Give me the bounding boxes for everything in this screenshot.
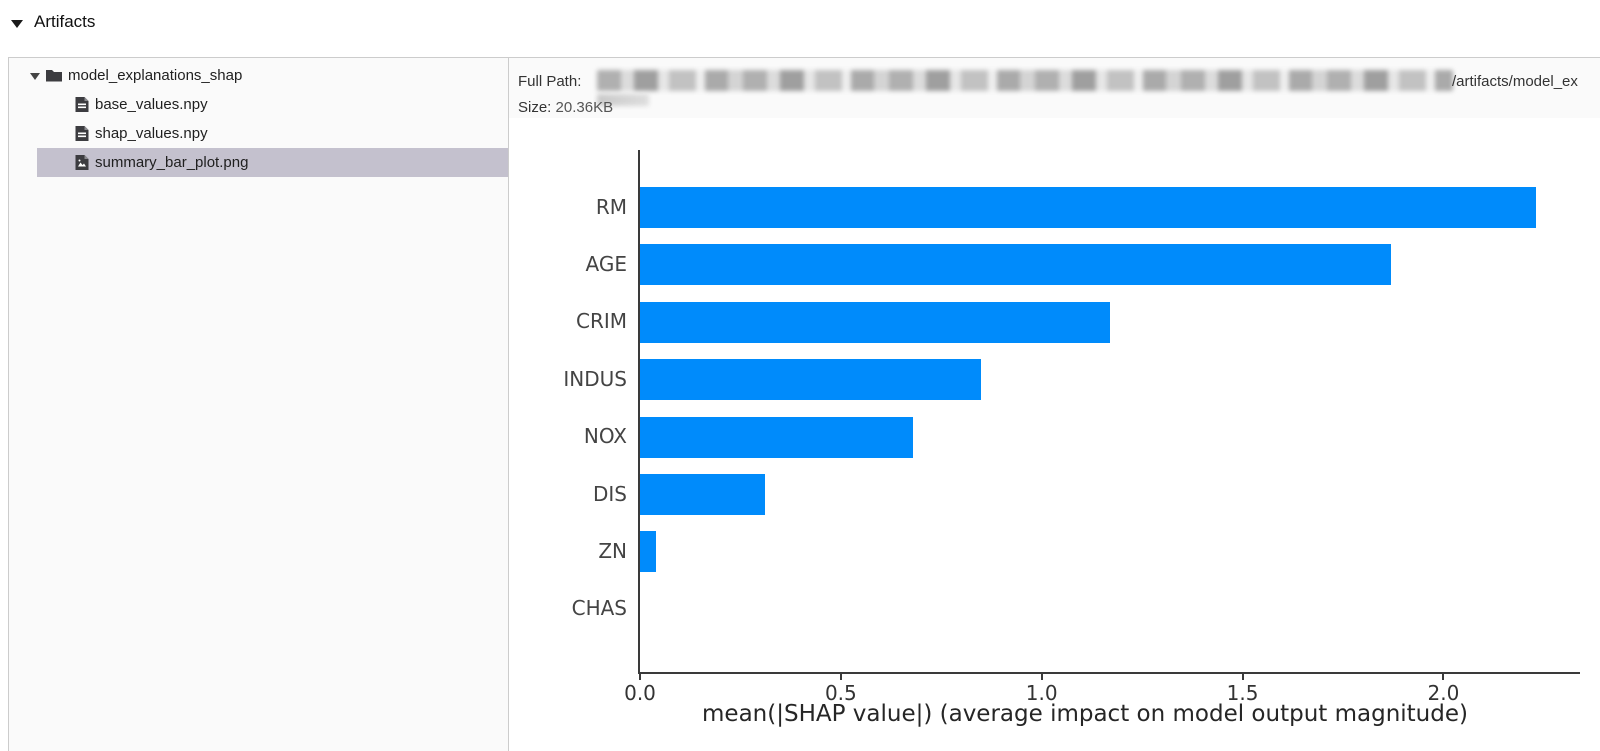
chart-xtick-label: 1.5 [1226,681,1259,705]
chart-ylabel-AGE: AGE [585,251,627,276]
collapse-section-icon[interactable] [11,20,23,28]
tree-folder-label[interactable]: model_explanations_shap [68,67,243,84]
page-title: Artifacts [34,12,96,31]
tree-folder-row[interactable]: model_explanations_shap [9,61,508,90]
chart-xtick-mark [1442,674,1445,680]
chart-xtick-label: 1.0 [1025,681,1058,705]
chart-xtick-mark [639,674,641,680]
chart-ylabel-INDUS: INDUS [563,366,627,391]
folder-icon [46,70,62,82]
tree-item-label: summary_bar_plot.png [95,154,249,171]
chart-bar-ZN [640,531,657,573]
file-icon [75,97,89,112]
chart-xtick-mark [839,674,842,680]
redacted-path-segment-2 [597,94,649,106]
chart-ylabel-DIS: DIS [593,481,627,506]
size-line: Size: 20.36KB [518,99,613,116]
selected-row-highlight [37,148,508,177]
chart-xtick-label: 0.0 [624,681,656,705]
chart-bar-NOX [640,416,914,458]
chart-ylabel-ZN: ZN [598,538,627,563]
chart-ylabel-RM: RM [595,194,627,219]
chart-xtick-mark [1040,674,1043,680]
tree-item-label: base_values.npy [95,96,208,113]
chart-xtick-mark [1241,674,1244,680]
tree-item-summary_bar_plot.png[interactable]: summary_bar_plot.png [9,148,508,177]
chart-y-axis-spine [638,150,640,673]
chart-ylabel-CHAS: CHAS [571,596,627,621]
redacted-path-segment [597,70,1453,91]
tree-item-base_values.npy[interactable]: base_values.npy [9,90,508,119]
chart-x-axis-spine [638,672,1580,674]
artifacts-section-header: Artifacts [0,0,1600,57]
image-file-icon [75,155,89,170]
size-value: 20.36KB [555,99,614,116]
chart-xtick-label: 0.5 [824,681,857,705]
size-label: Size: [518,99,552,116]
chart-bar-CRIM [640,301,1110,343]
tree-item-label: shap_values.npy [95,125,208,142]
chart-bar-AGE [640,244,1392,286]
file-icon [75,126,89,141]
full-path-label: Full Path: [518,73,582,90]
chart-ylabel-NOX: NOX [583,424,627,449]
tree-item-shap_values.npy[interactable]: shap_values.npy [9,119,508,148]
folder-expand-icon[interactable] [30,73,40,80]
chart-bar-INDUS [640,359,982,401]
chart-xtick-label: 2.0 [1427,681,1460,705]
chart-xaxis-title: mean(|SHAP value|) (average impact on mo… [702,701,1468,727]
chart-ylabel-CRIM: CRIM [575,309,627,334]
chart-bar-RM [640,187,1536,228]
chart-bar-DIS [640,474,765,515]
path-visible-suffix: /artifacts/model_ex [1452,73,1578,90]
